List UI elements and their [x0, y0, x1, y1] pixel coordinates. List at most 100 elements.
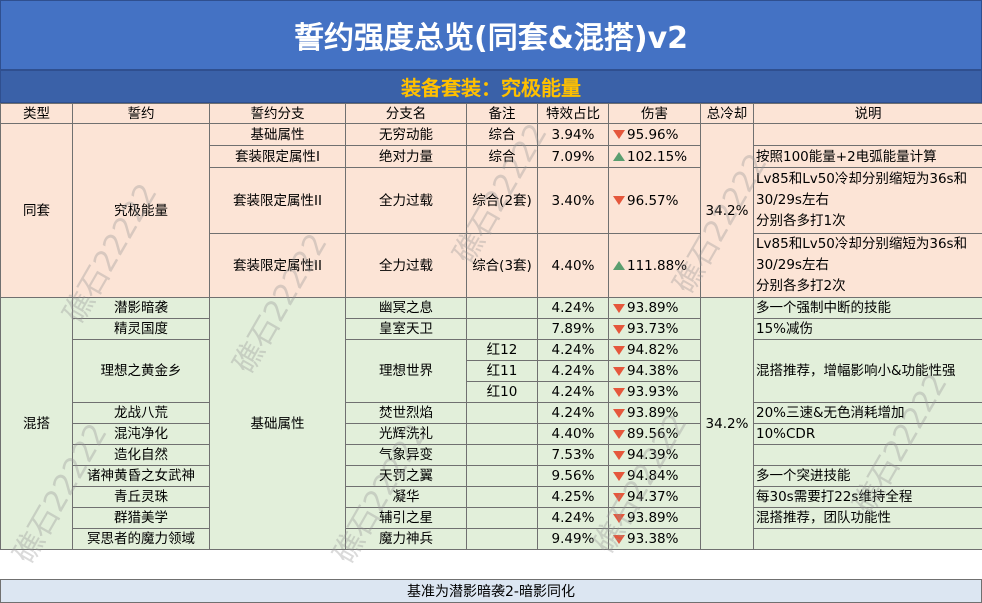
- note-cell: 综合(2套): [466, 167, 538, 234]
- damage-cell: 94.84%: [608, 465, 701, 487]
- oath-cell: 群猎美学: [72, 507, 210, 529]
- branch-name-cell: 皇室天卫: [345, 318, 467, 340]
- damage-value: 94.82%: [627, 342, 679, 358]
- oath-cell: 潜影暗袭: [72, 297, 210, 319]
- damage-value: 93.89%: [627, 300, 679, 316]
- table-row: 混搭 潜影暗袭 基础属性 幽冥之息 4.24% 93.89% 34.2% 多一个…: [0, 297, 982, 550]
- table-row: 混沌净化 光辉洗礼 4.40% 89.56% 10%CDR: [0, 423, 982, 445]
- damage-value: 102.15%: [627, 148, 688, 165]
- cooldown-cell: 34.2%: [700, 297, 754, 550]
- note-cell: [466, 486, 538, 508]
- damage-value: 93.38%: [627, 531, 679, 547]
- damage-cell: 93.89%: [608, 297, 701, 319]
- damage-value: 93.89%: [627, 510, 679, 526]
- branch-name-cell: 全力过载: [345, 167, 467, 234]
- ratio-cell: 7.09%: [537, 145, 609, 168]
- arrow-down-icon: [613, 345, 625, 355]
- arrow-down-icon: [613, 492, 625, 502]
- oath-cell: 诸神黄昏之女武神: [72, 465, 210, 487]
- note-cell: [466, 423, 538, 445]
- branch-name-cell: 辅引之星: [345, 507, 467, 529]
- arrow-down-icon: [613, 387, 625, 397]
- desc-cell: 多一个突进技能: [753, 465, 982, 487]
- desc-cell: 按照100能量+2电弧能量计算: [753, 145, 982, 168]
- damage-value: 96.57%: [627, 192, 679, 209]
- branch-cell: 套装限定属性I: [209, 145, 346, 168]
- arrow-down-icon: [613, 450, 625, 460]
- branch-name-cell: 凝华: [345, 486, 467, 508]
- arrow-down-icon: [613, 324, 625, 334]
- damage-cell: 95.96%: [608, 123, 701, 146]
- desc-cell: 多一个强制中断的技能: [753, 297, 982, 319]
- damage-value: 93.93%: [627, 384, 679, 400]
- ratio-cell: 4.24%: [537, 381, 609, 403]
- type-cell: 混搭: [0, 297, 73, 550]
- table-row: 群猎美学 辅引之星 4.24% 93.89% 混搭推荐，团队功能性: [0, 507, 982, 529]
- arrow-up-icon: [613, 261, 625, 270]
- ratio-cell: 9.56%: [537, 465, 609, 487]
- table-row: 理想之黄金乡 理想世界 红12 4.24% 94.82% 混搭推荐，增幅影响小&…: [0, 339, 982, 403]
- damage-cell: 89.56%: [608, 423, 701, 445]
- ratio-cell: 4.24%: [537, 360, 609, 382]
- damage-cell: 93.89%: [608, 507, 701, 529]
- note-cell: [466, 297, 538, 319]
- damage-cell: 93.73%: [608, 318, 701, 340]
- page-subtitle: 装备套装：究极能量: [0, 70, 982, 103]
- ratio-cell: 3.40%: [537, 167, 609, 234]
- arrow-down-icon: [613, 366, 625, 376]
- type-cell: 同套: [0, 123, 73, 298]
- note-cell: 红11: [466, 360, 538, 382]
- ratio-cell: 4.25%: [537, 486, 609, 508]
- branch-name-cell: 魔力神兵: [345, 528, 467, 550]
- desc-cell: [753, 444, 982, 466]
- ratio-cell: 4.40%: [537, 423, 609, 445]
- note-cell: 综合: [466, 123, 538, 146]
- ratio-cell: 4.40%: [537, 233, 609, 298]
- desc-cell: 10%CDR: [753, 423, 982, 445]
- ratio-cell: 4.24%: [537, 339, 609, 361]
- damage-cell: 93.89%: [608, 402, 701, 424]
- branch-cell: 基础属性: [209, 297, 346, 550]
- note-cell: 红10: [466, 381, 538, 403]
- desc-cell: 混搭推荐，增幅影响小&功能性强: [753, 339, 982, 403]
- damage-value: 89.56%: [627, 426, 679, 442]
- footer-note: 基准为潜影暗袭2-暗影同化: [0, 579, 982, 603]
- header-oath: 誓约: [72, 103, 210, 124]
- table-row: 套装限定属性I 绝对力量 综合 7.09% 102.15% 按照100能量+2电…: [0, 145, 982, 168]
- note-cell: 综合(3套): [466, 233, 538, 298]
- damage-cell: 111.88%: [608, 233, 701, 298]
- branch-name-cell: 理想世界: [345, 339, 467, 403]
- damage-value: 95.96%: [627, 126, 679, 143]
- ratio-cell: 7.53%: [537, 444, 609, 466]
- ratio-cell: 7.89%: [537, 318, 609, 340]
- arrow-down-icon: [613, 130, 625, 139]
- damage-cell: 94.37%: [608, 486, 701, 508]
- branch-cell: 套装限定属性II: [209, 167, 346, 234]
- note-cell: 综合: [466, 145, 538, 168]
- arrow-up-icon: [613, 152, 625, 161]
- note-cell: [466, 444, 538, 466]
- ratio-cell: 9.49%: [537, 528, 609, 550]
- desc-cell: 15%减伤: [753, 318, 982, 340]
- note-cell: [466, 507, 538, 529]
- branch-name-cell: 气象异变: [345, 444, 467, 466]
- branch-name-cell: 光辉洗礼: [345, 423, 467, 445]
- note-cell: [466, 528, 538, 550]
- oath-cell: 青丘灵珠: [72, 486, 210, 508]
- arrow-down-icon: [613, 513, 625, 523]
- branch-name-cell: 无穷动能: [345, 123, 467, 146]
- branch-name-cell: 全力过载: [345, 233, 467, 298]
- desc-cell: 20%三速&无色消耗增加: [753, 402, 982, 424]
- table-row: 诸神黄昏之女武神 天罚之翼 9.56% 94.84% 多一个突进技能: [0, 465, 982, 487]
- damage-cell: 93.38%: [608, 528, 701, 550]
- damage-value: 94.39%: [627, 447, 679, 463]
- damage-cell: 94.39%: [608, 444, 701, 466]
- table-row: 龙战八荒 焚世烈焰 4.24% 93.89% 20%三速&无色消耗增加: [0, 402, 982, 424]
- table-row: 精灵国度 皇室天卫 7.89% 93.73% 15%减伤: [0, 318, 982, 340]
- damage-cell: 102.15%: [608, 145, 701, 168]
- damage-value: 94.38%: [627, 363, 679, 379]
- header-branch: 誓约分支: [209, 103, 346, 124]
- header-cooldown: 总冷却: [700, 103, 754, 124]
- arrow-down-icon: [613, 408, 625, 418]
- damage-cell: 94.38%: [608, 360, 701, 382]
